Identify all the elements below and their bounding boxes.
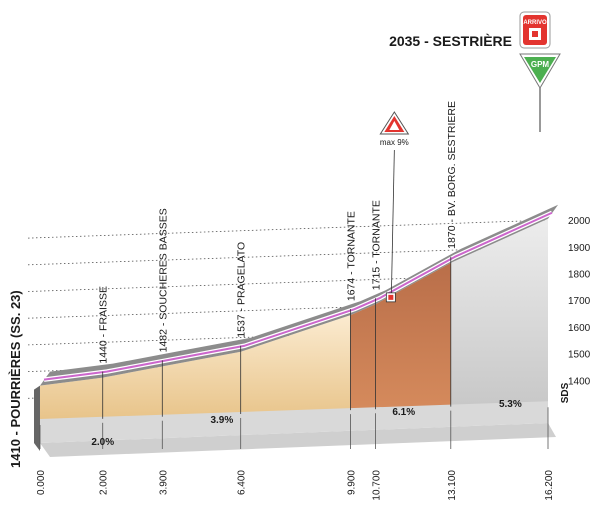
profile-top-surface <box>40 204 559 386</box>
axis-ticks: 1400 1500 1600 1700 1800 1900 2000 0.000 2.000 3.… <box>36 216 591 500</box>
profile-body <box>40 218 556 457</box>
profile-section-final <box>450 218 548 405</box>
max-gradient-label: max 9% <box>380 138 409 147</box>
profile-road <box>34 204 559 451</box>
finish-flag-icon-inner <box>532 31 538 37</box>
max-gradient-marker-dot <box>388 294 394 300</box>
waypoint-label: 1715 - TORNANTE <box>371 200 383 290</box>
y-tick-label: 2000 <box>568 216 591 227</box>
y-tick-label: 1600 <box>568 323 591 334</box>
waypoint-label: 1674 - TORNANTE <box>345 211 357 301</box>
gradient-label: 3.9% <box>210 415 233 426</box>
max-gradient-badge: max 9% <box>379 111 410 147</box>
gridline <box>27 219 549 239</box>
y-tick-label: 1800 <box>568 270 591 281</box>
gradient-label: 6.1% <box>392 407 415 418</box>
x-tick-label: 3.900 <box>158 470 169 495</box>
gradient-label: 5.3% <box>499 399 522 410</box>
x-tick-label: 6.400 <box>237 470 248 495</box>
kom-triangle-icon <box>524 57 556 83</box>
x-tick-label: 13.100 <box>447 470 458 501</box>
gradient-band <box>40 399 548 443</box>
gridline <box>27 299 549 319</box>
y-tick-label: 1400 <box>568 376 591 387</box>
max-gradient-pointer <box>390 149 395 297</box>
start-face <box>34 385 40 451</box>
y-tick-label: 1900 <box>568 243 591 254</box>
start-label: 1410 - POURRIÈRES (SS. 23) <box>8 290 23 468</box>
gradient-label: 2.0% <box>91 437 114 448</box>
y-tick-label: 1700 <box>568 296 591 307</box>
road-line <box>43 211 553 381</box>
warning-triangle-inner <box>389 121 400 130</box>
x-tick-label: 16.200 <box>544 470 555 501</box>
finish-label: 2035 - SESTRIÈRE <box>389 33 512 49</box>
finish-badge: ARRIVO <box>519 11 551 49</box>
waypoint-label: 1482 - SOUCHERES BASSES <box>157 208 169 352</box>
ground-band <box>40 423 556 457</box>
kom-badge-text: GPM <box>531 60 550 69</box>
gridline <box>27 273 549 292</box>
brand-logo: SDS <box>560 382 571 403</box>
waypoint-label: 1870 - BV. BORG. SESTRIERE <box>446 101 458 249</box>
gridline <box>27 246 549 266</box>
x-tick-label: 9.900 <box>346 470 357 495</box>
x-tick-label: 0.000 <box>36 470 47 495</box>
x-tick-label: 2.000 <box>99 470 110 495</box>
kom-badge: GPM <box>519 53 561 89</box>
waypoint-label: 1537 - PRAGELATO <box>236 242 248 338</box>
x-tick-label: 10.700 <box>372 470 383 501</box>
finish-badge-text: ARRIVO <box>523 20 547 26</box>
profile-section-light <box>40 315 351 419</box>
y-tick-label: 1500 <box>568 350 591 361</box>
waypoint-label: 1440 - FRAISSE <box>98 286 110 364</box>
annotations: 1440 - FRAISSE 1482 - SOUCHERES BASSES 153… <box>8 11 571 468</box>
